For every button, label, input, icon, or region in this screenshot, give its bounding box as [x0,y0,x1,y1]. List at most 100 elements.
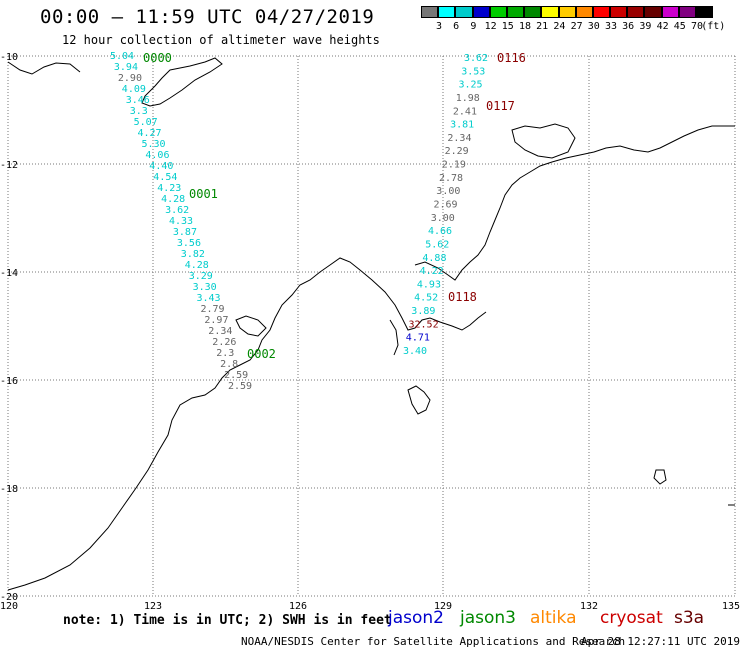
wave-height-value: 3.00 [431,213,455,224]
coastline-top-end [414,125,735,281]
wave-height-value: 3.53 [461,66,485,77]
wave-height-value: 3.94 [114,62,138,73]
satellite-legend-item: jason3 [460,608,516,628]
wave-height-value: 2.8 [220,359,238,370]
coastline-groote [653,469,667,485]
color-scale-labels: 3 6 9 12 15 18 21 24 27 30 33 36 39 42 45 70 (ft) [421,21,740,33]
wave-height-value: 4.28 [185,260,209,271]
lon-label: 135 [722,601,740,612]
map-grid [7,55,736,597]
wave-height-value: 3.40 [403,346,427,357]
scale-swatch [489,6,507,18]
scale-swatch [558,6,576,18]
wave-height-value: 3.29 [189,271,213,282]
wave-height-value: 2.78 [439,173,463,184]
scale-swatch [627,6,645,18]
scale-swatch [524,6,542,18]
scale-swatch [592,6,611,18]
scale-swatch [541,6,559,18]
scale-label: 12 [484,21,497,32]
wave-height-value: 4.27 [138,128,162,139]
satellite-legend-item: cryosat [600,608,663,628]
scale-label: 27 [570,21,583,32]
chart-subtitle: 12 hour collection of altimeter wave hei… [62,33,380,47]
wave-height-value: 1.98 [456,93,480,104]
coastline-islands [235,315,267,337]
time-label: 0117 [486,99,515,113]
scale-label: 45 [673,21,686,32]
scale-label: 6 [453,21,460,32]
wave-height-value: 4.88 [422,253,446,264]
wave-height-value: 4.40 [149,161,173,172]
time-label: 0001 [189,187,218,201]
wave-height-value: 2.34 [208,326,232,337]
wave-height-value: 3.81 [450,120,474,131]
scale-swatch [696,6,714,18]
coastline [7,57,735,591]
satellite-legend-item: altika [530,608,577,628]
wave-height-value: 2.41 [453,106,477,117]
wave-height-value: 4.33 [169,216,193,227]
wave-height-value: 5.62 [425,240,449,251]
wave-height-value: 2.26 [212,337,236,348]
axis-labels: -10 -12 -14 -16 -18 -20 120 123 126 129 … [0,52,740,612]
wave-height-value: 4.52 [414,293,438,304]
scale-swatch [644,6,662,18]
wave-height-value: 3.25 [459,80,483,91]
wave-height-value: 3.62 [464,53,488,64]
scale-label: 70 [690,21,704,32]
color-scale [421,6,714,18]
wave-height-value: 4.71 [406,333,430,344]
lon-label: 120 [0,601,18,612]
time-label: 0116 [497,51,526,65]
lat-label: -12 [0,160,18,171]
lat-label: -16 [0,376,18,387]
scale-swatch [661,6,679,18]
scale-swatch [472,6,490,18]
satellite-legend-item: jason2 [388,608,444,628]
scale-label: 42 [656,21,669,32]
lon-label: 129 [434,601,452,612]
scale-unit: (ft) [701,21,726,32]
chart-title: 00:00 – 11:59 UTC 04/27/2019 [40,6,375,28]
coastline-inlet [389,319,399,356]
scale-swatch [438,6,456,18]
scale-label: 9 [470,21,477,32]
credit-text: NOAA/NESDIS Center for Satellite Applica… [241,635,626,648]
wave-height-value: 4.22 [420,266,444,277]
wave-height-value: 2.59 [228,381,252,392]
scale-swatch [506,6,525,18]
wave-height-value: 2.59 [224,370,248,381]
scale-swatch [421,6,439,18]
wave-height-value: 3.3 [130,106,148,117]
scale-label: 15 [501,21,514,32]
wave-height-value: 2.79 [201,304,225,315]
lon-label: 123 [144,601,162,612]
scale-label: 18 [518,21,532,32]
wave-height-value: 2.34 [447,133,471,144]
wave-height-value: 3.87 [173,227,197,238]
scale-label: 30 [587,21,600,32]
time-label: 0118 [448,290,477,304]
wave-height-value: 2.69 [434,200,458,211]
wave-height-value: 3.62 [165,205,189,216]
wave-height-value: 2.19 [442,160,466,171]
coastline-islands-2 [407,385,431,415]
footer-note: note: 1) Time is in UTC; 2) SWH is in fe… [63,613,392,628]
scale-swatch [678,6,696,18]
scale-label: 39 [639,21,652,32]
scale-label: 24 [553,21,566,32]
wave-height-value: 2.90 [118,73,142,84]
wave-height-value: 3.46 [126,95,150,106]
lon-label: 126 [289,601,307,612]
wave-height-value: 4.06 [145,150,169,161]
wave-height-value: 2.97 [204,315,228,326]
wave-height-value: 3.82 [181,249,205,260]
generated-timestamp: Apr 28 12:27:11 UTC 2019 [581,635,740,648]
wave-height-value: 3.43 [197,293,221,304]
lat-label: -14 [0,268,18,279]
time-label: 0002 [247,347,276,361]
coastline-timor-leste [141,57,223,107]
lon-label: 132 [580,601,598,612]
